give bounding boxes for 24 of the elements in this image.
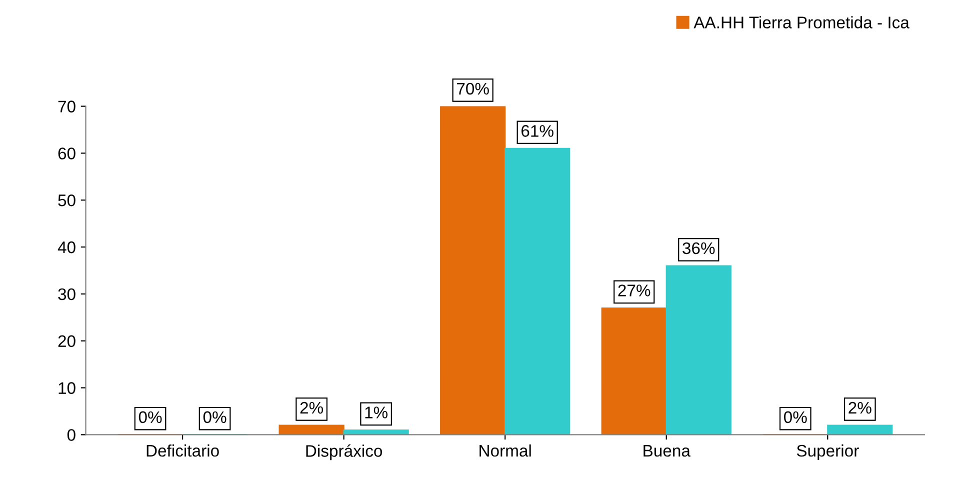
data-label: 1% <box>365 406 388 418</box>
data-label: 0% <box>203 411 226 424</box>
data-label: 61% <box>522 125 554 137</box>
y-tick-label: 0 <box>67 429 76 441</box>
data-label: 70% <box>457 82 489 95</box>
x-tick-label: Buena <box>644 445 690 457</box>
data-label: 2% <box>300 402 324 414</box>
y-tick-label: 70 <box>58 100 76 112</box>
y-tick-label: 20 <box>58 335 76 348</box>
y-tick-label: 40 <box>58 241 76 254</box>
y-tick-label: 60 <box>58 148 76 160</box>
data-label: 36% <box>682 242 715 254</box>
x-tick-label: Normal <box>480 444 531 457</box>
y-tick-label: 30 <box>58 288 76 300</box>
x-tick-label: Dispráxico <box>306 444 382 460</box>
data-label: 0% <box>138 411 162 424</box>
x-tick-label: Superior <box>796 444 859 460</box>
data-label: 0% <box>784 411 807 424</box>
legend-label: AA.HH Tierra Prometida - Ica <box>694 16 910 28</box>
data-label: 2% <box>848 402 872 414</box>
y-tick-label: 50 <box>58 194 76 206</box>
data-label: 27% <box>618 284 650 296</box>
x-tick-label: Deficitario <box>146 444 219 457</box>
y-tick-label: 10 <box>58 382 76 394</box>
